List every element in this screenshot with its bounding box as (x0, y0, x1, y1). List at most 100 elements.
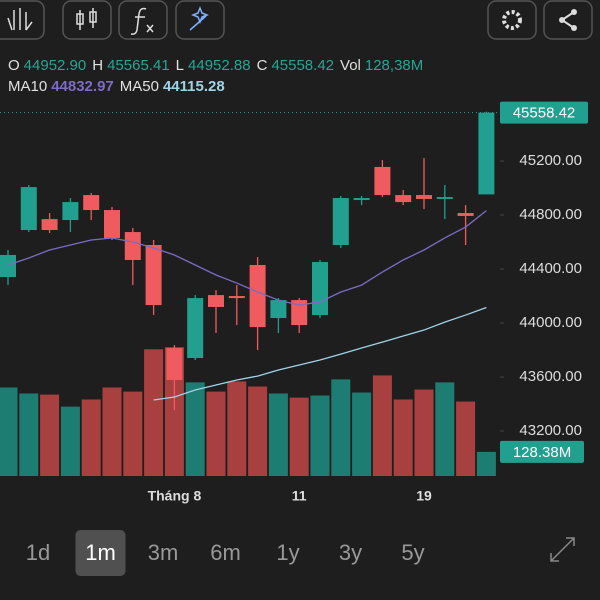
candle-body (145, 244, 162, 306)
candle-body (312, 262, 328, 316)
gear-icon (502, 10, 522, 30)
volume-bar (268, 393, 288, 476)
ma-name: MA50 (120, 78, 159, 95)
candle-body (0, 254, 16, 277)
header-key: H (92, 57, 103, 74)
ma-value: 44115.28 (163, 78, 225, 95)
volume-bar (456, 401, 476, 476)
volume-bar (81, 399, 101, 476)
candle-body (416, 195, 432, 199)
y-tick-label: 43600.00 (519, 368, 582, 385)
header-value: 45558.42 (271, 57, 334, 74)
y-tick-label: 44000.00 (519, 314, 582, 331)
candle-body (436, 197, 453, 199)
settings-button[interactable] (487, 0, 537, 40)
timeframe-tab[interactable]: 5y (401, 540, 424, 565)
header-value: 44952.88 (188, 57, 251, 74)
header-value: 44952.90 (24, 57, 87, 74)
volume-bar (331, 379, 351, 476)
volume-label-box (500, 440, 584, 463)
volume-bar (476, 451, 496, 476)
function-button[interactable] (118, 0, 168, 40)
candle-body (208, 295, 224, 307)
hand-button[interactable] (0, 0, 45, 40)
share-dot (571, 25, 577, 31)
candle-body (374, 166, 391, 196)
volume-bar (102, 387, 122, 476)
timeframe-tab[interactable]: 1d (26, 540, 50, 565)
ma-value: 44832.97 (51, 78, 114, 95)
candle-icon (76, 8, 97, 30)
share-button[interactable] (543, 0, 593, 40)
candle-body (270, 300, 287, 319)
volume-bar (393, 399, 413, 476)
x-tick-label: 19 (416, 488, 432, 504)
last-price-box (500, 101, 588, 124)
header-value: 45565.41 (107, 57, 170, 74)
candle-button[interactable] (62, 0, 112, 40)
volume-label: 128.38M (513, 444, 571, 461)
candle-body (104, 210, 120, 238)
x-tick-label: 11 (292, 488, 307, 504)
candle-body (249, 264, 266, 328)
y-tick-label: 44400.00 (519, 260, 582, 277)
volume-bar (372, 375, 392, 476)
selected-tab (75, 530, 126, 576)
ma-line (7, 210, 487, 306)
candle-body (166, 348, 183, 381)
volume-bar (144, 349, 164, 476)
volume-bar (352, 392, 372, 476)
hand-icon (7, 8, 33, 31)
candle-body (62, 202, 79, 221)
toolbar (0, 0, 593, 40)
volume-bar (227, 381, 247, 476)
ma-line (153, 306, 487, 401)
magic-button[interactable] (175, 0, 225, 40)
volume-bar (19, 393, 39, 476)
timeframe-tab[interactable]: 1m (85, 540, 116, 565)
candle-body (332, 198, 349, 245)
header-value: 128,38M (365, 57, 423, 74)
volume-bar (414, 389, 434, 476)
candle-body (353, 198, 370, 201)
y-tick-label: 44800.00 (519, 206, 582, 223)
timeframe-tab[interactable]: 1y (276, 540, 299, 565)
volume-bar (206, 391, 226, 476)
volume-bar (0, 387, 18, 476)
ma-name: MA10 (8, 78, 47, 95)
volume-bar (248, 386, 268, 476)
function-icon (130, 7, 154, 35)
volume-bar (435, 382, 455, 476)
candle-body (20, 187, 37, 231)
y-tick-label: 45200.00 (519, 152, 582, 169)
volume-bar (289, 397, 309, 476)
header-key: O (8, 57, 20, 74)
candle-body (395, 195, 412, 203)
candle-body (124, 232, 141, 260)
timeframe-tab[interactable]: 3y (339, 540, 362, 565)
volume-bar (185, 382, 205, 476)
candle-body (83, 195, 100, 211)
candle-body (457, 213, 474, 216)
timeframe-tab[interactable]: 6m (210, 540, 241, 565)
header-key: C (257, 57, 268, 74)
timeframe-tab[interactable]: 3m (148, 540, 179, 565)
candle-body (41, 219, 58, 231)
volume-bar (40, 394, 60, 476)
magic-icon (189, 5, 210, 31)
candle-body (291, 300, 308, 326)
candle-body (228, 296, 245, 299)
last-price-label: 45558.42 (513, 105, 576, 122)
candle-body (187, 298, 204, 359)
header-key: Vol (340, 57, 361, 74)
x-tick-label: Tháng 8 (148, 488, 202, 504)
volume-bar (310, 395, 330, 476)
expand-icon[interactable] (550, 537, 575, 562)
share-dot (559, 17, 565, 23)
y-tick-label: 43200.00 (519, 422, 582, 439)
candle-body (478, 112, 495, 195)
share-dot (571, 9, 577, 15)
header-key: L (176, 57, 184, 74)
